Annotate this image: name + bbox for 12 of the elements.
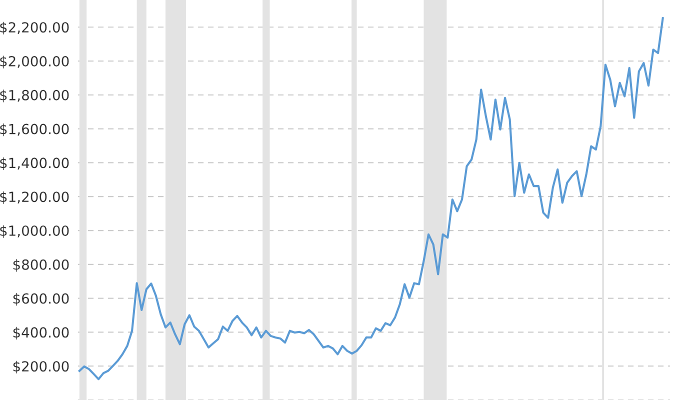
y-tick-label: $200.00 bbox=[13, 360, 69, 374]
y-tick-label: $2,200.00 bbox=[0, 22, 69, 34]
y-tick-label: $1,400.00 bbox=[0, 157, 69, 170]
y-tick-label: $400.00 bbox=[13, 326, 69, 340]
y-tick-label: $2,000.00 bbox=[0, 56, 69, 68]
y-tick-label: $1,600.00 bbox=[0, 124, 69, 136]
y-tick-label: $800.00 bbox=[13, 259, 69, 272]
y-tick-label: $1,200.00 bbox=[0, 191, 69, 204]
y-tick-label: $600.00 bbox=[13, 293, 69, 306]
line-series bbox=[78, 17, 664, 380]
y-tick-label: $1,800.00 bbox=[0, 90, 69, 102]
y-tick-label: $1,000.00 bbox=[0, 225, 69, 238]
